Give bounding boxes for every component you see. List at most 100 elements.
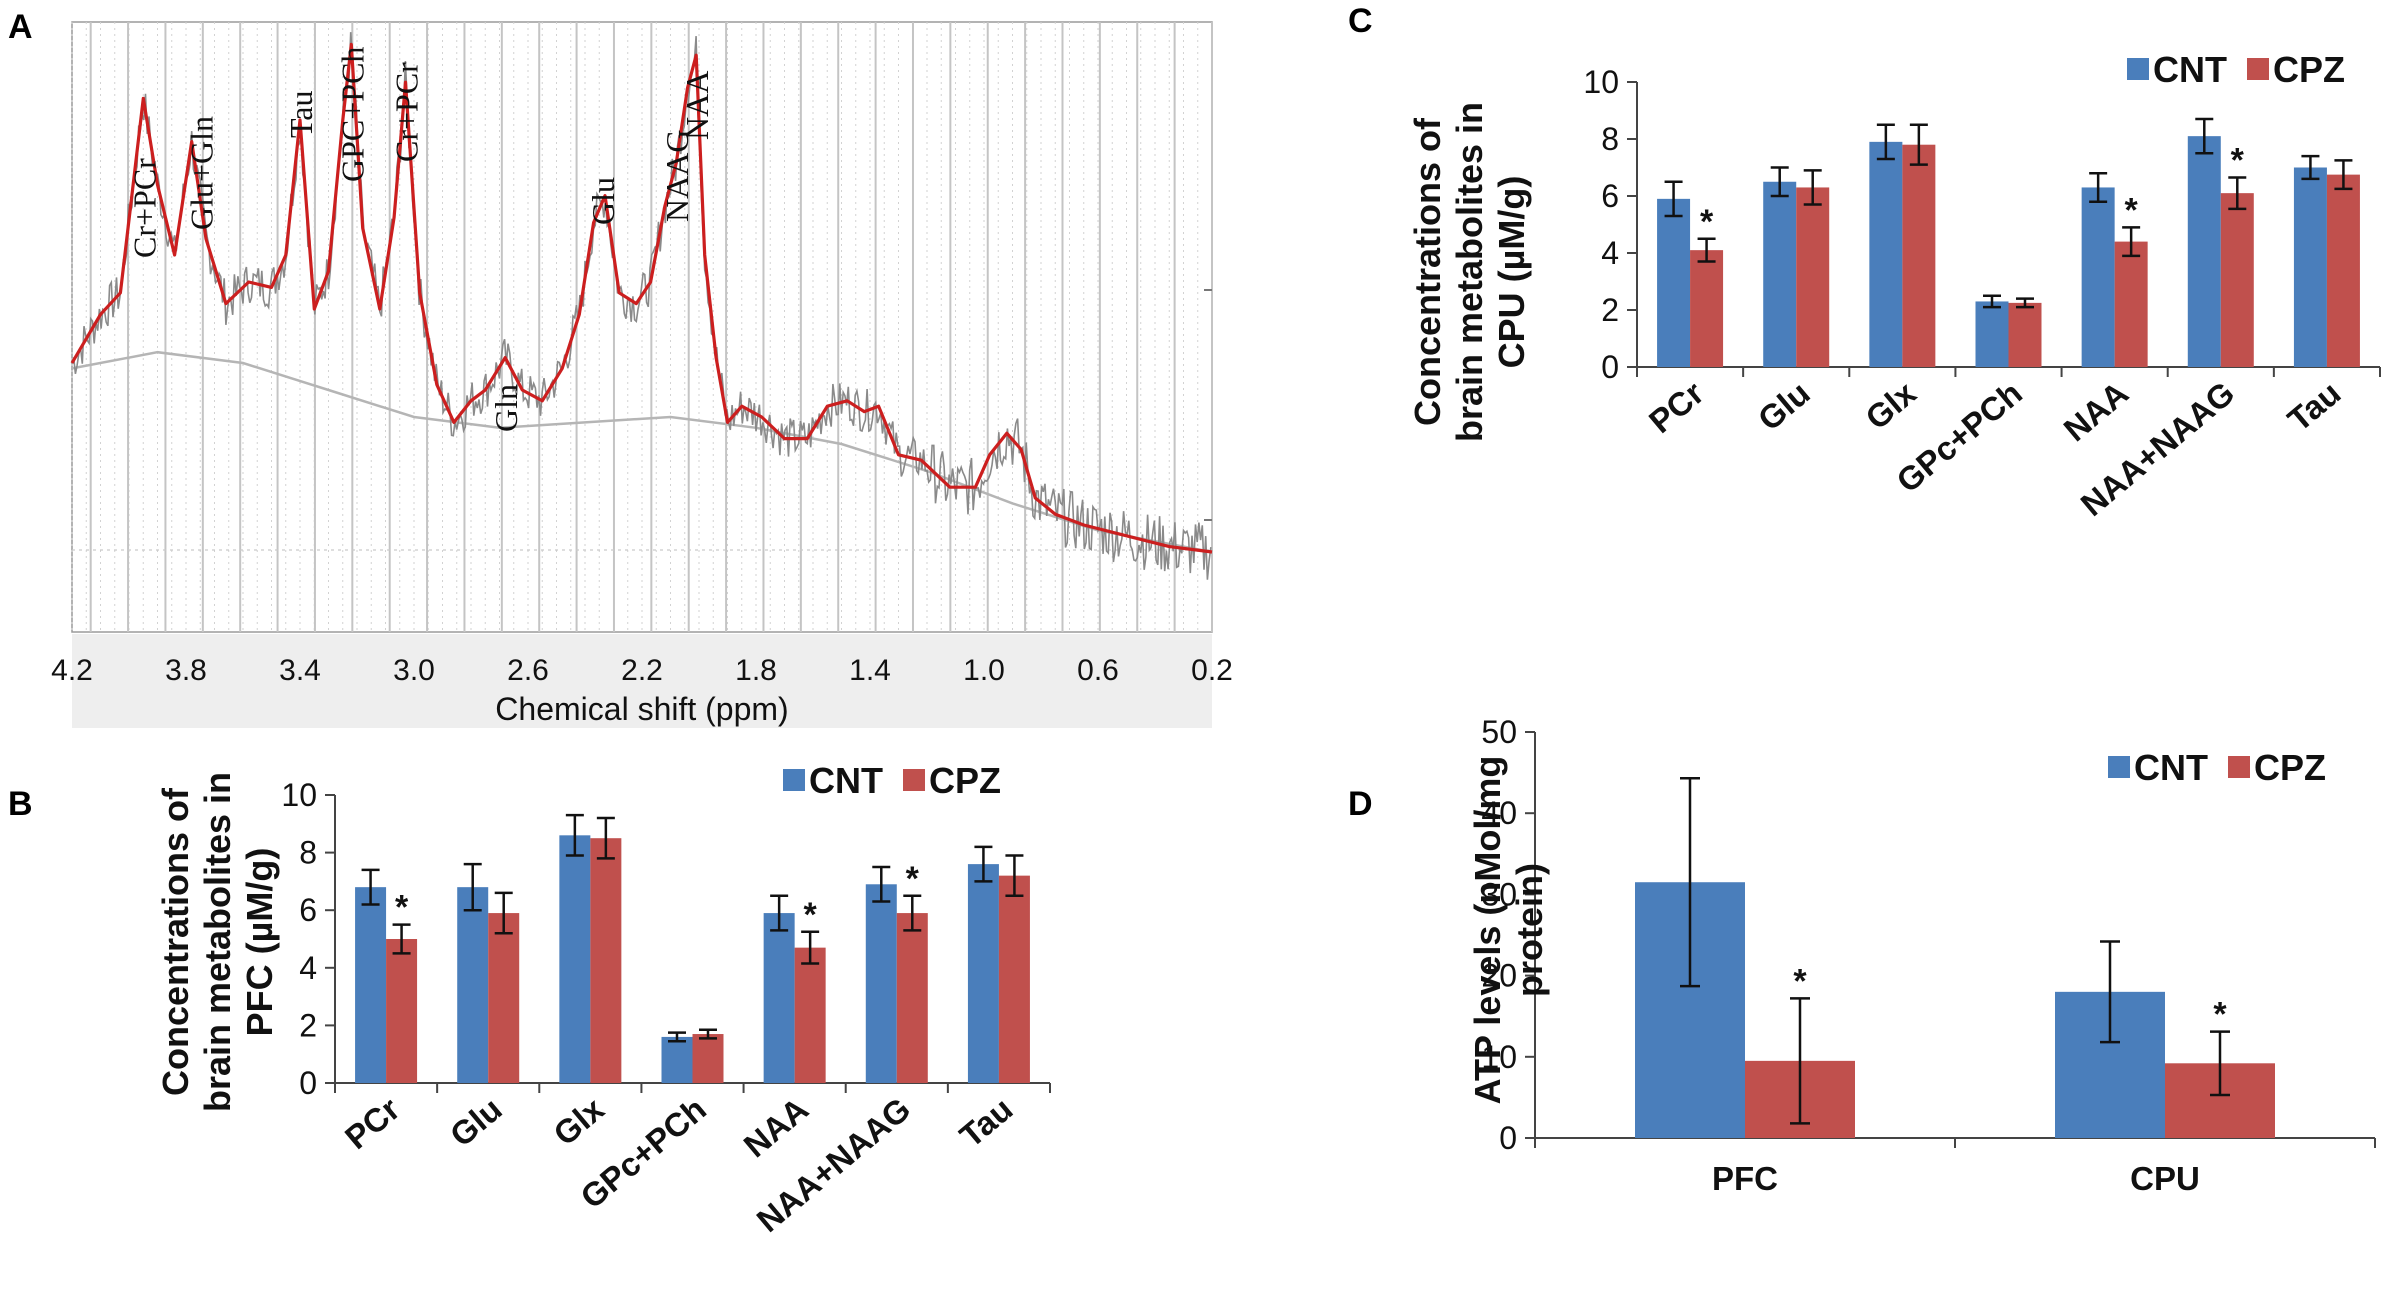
x-category-label: Glu bbox=[443, 1090, 509, 1154]
y-axis-title-line: brain metabolites in bbox=[197, 772, 238, 1112]
y-axis-title-line: Concentrations of bbox=[155, 787, 196, 1096]
legend-label-cpz: CPZ bbox=[2273, 49, 2345, 90]
y-tick-label: 50 bbox=[1481, 714, 1517, 750]
peak-label: Gln bbox=[488, 384, 524, 432]
bar-cpz bbox=[794, 947, 826, 1083]
y-tick-label: 8 bbox=[299, 835, 317, 871]
bar-cnt bbox=[559, 835, 591, 1083]
bar-cnt bbox=[457, 887, 489, 1083]
bar-cpz bbox=[488, 913, 520, 1083]
bar-cnt bbox=[1763, 181, 1797, 367]
bar-cnt bbox=[1975, 301, 2009, 367]
peak-label: GPC+PCh bbox=[334, 47, 370, 182]
significance-marker: * bbox=[2125, 191, 2139, 229]
y-tick-label: 4 bbox=[299, 950, 317, 986]
legend-swatch-cnt bbox=[2108, 756, 2130, 778]
spectrum-x-tick-label: 3.0 bbox=[393, 654, 435, 687]
legend-swatch-cpz bbox=[903, 769, 925, 791]
legend-label-cnt: CNT bbox=[2153, 49, 2227, 90]
spectrum-fit-line bbox=[70, 42, 1213, 554]
bar-cnt bbox=[2081, 187, 2115, 367]
y-axis-title-line: protein) bbox=[1509, 863, 1550, 997]
spectrum-baseline-line bbox=[71, 350, 1213, 554]
panel-letter: C bbox=[1348, 2, 1373, 40]
bar-cnt bbox=[1869, 141, 1903, 367]
bar-cpz bbox=[386, 939, 418, 1083]
y-tick-label: 6 bbox=[1601, 178, 1619, 214]
x-category-label: Tau bbox=[953, 1090, 1020, 1154]
panel-a-spectrum: A Cr+PCr Glu+Gln Tau GPC+PCh Cr+PCr Gln Glu NAAG… bbox=[8, 8, 1233, 728]
x-category-label: NAA bbox=[737, 1090, 816, 1164]
bar-cpz bbox=[2326, 174, 2360, 367]
y-tick-label: 0 bbox=[1601, 349, 1619, 385]
significance-marker: * bbox=[2231, 141, 2245, 179]
bar-cnt bbox=[1657, 198, 1691, 367]
x-category-label: CPU bbox=[2130, 1160, 2200, 1197]
y-tick-label: 2 bbox=[1601, 292, 1619, 328]
y-axis-title-line: brain metabolites in bbox=[1449, 102, 1490, 442]
legend-swatch-cnt bbox=[2127, 58, 2149, 80]
y-tick-label: 10 bbox=[1481, 1039, 1517, 1075]
bar-cpz bbox=[1690, 250, 1724, 367]
y-axis-title-line: ATP levels (nMol/mg bbox=[1467, 756, 1508, 1105]
panel-letter: D bbox=[1348, 785, 1373, 823]
bar-cpz bbox=[590, 838, 622, 1083]
x-category-label: Tau bbox=[2281, 374, 2348, 438]
y-tick-label: 0 bbox=[299, 1065, 317, 1101]
peak-label: Glu bbox=[585, 177, 621, 225]
bar-cnt bbox=[2187, 136, 2221, 367]
significance-marker: * bbox=[804, 896, 818, 934]
spectrum-x-tick-label: 4.2 bbox=[51, 654, 93, 687]
x-category-label: PCr bbox=[338, 1090, 407, 1156]
bar-cnt bbox=[355, 887, 387, 1083]
spectrum-x-tick-label: 0.6 bbox=[1077, 654, 1119, 687]
panel-letter: B bbox=[8, 785, 33, 823]
y-tick-label: 0 bbox=[1499, 1120, 1517, 1156]
y-axis-title-line: Concentrations of bbox=[1407, 117, 1448, 426]
bar-cnt bbox=[763, 913, 795, 1083]
spectrum-x-tick-label: 3.4 bbox=[279, 654, 321, 687]
x-category-label: Glu bbox=[1751, 374, 1817, 438]
y-tick-label: 10 bbox=[281, 777, 317, 813]
y-tick-label: 6 bbox=[299, 892, 317, 928]
y-tick-label: 10 bbox=[1583, 64, 1619, 100]
x-category-label: PFC bbox=[1712, 1160, 1778, 1197]
bar-cnt bbox=[967, 864, 999, 1083]
peak-label: Glu+Gln bbox=[183, 116, 219, 230]
spectrum-x-tick-label: 0.2 bbox=[1191, 654, 1233, 687]
spectrum-x-axis-title: Chemical shift (ppm) bbox=[495, 691, 788, 727]
peak-label: NAA bbox=[679, 71, 715, 140]
spectrum-x-tick-label: 1.8 bbox=[735, 654, 777, 687]
legend-label-cpz: CPZ bbox=[2254, 747, 2326, 788]
significance-marker: * bbox=[906, 860, 920, 898]
panel-d-atp-bar-chart: D 0 10 20 30 40 50 * PFC * CPU CNT CPZ ATP levels (nM… bbox=[1348, 714, 2376, 1197]
y-tick-label: 40 bbox=[1481, 795, 1517, 831]
bar-cnt bbox=[865, 884, 897, 1083]
bar-cpz bbox=[1902, 144, 1936, 367]
legend-swatch-cpz bbox=[2247, 58, 2269, 80]
bar-cpz bbox=[692, 1034, 724, 1083]
x-category-label: Glx bbox=[546, 1090, 611, 1153]
y-axis-title-line: CPU (µM/g) bbox=[1491, 176, 1532, 369]
legend-label-cnt: CNT bbox=[809, 760, 883, 801]
significance-marker: * bbox=[2213, 996, 2227, 1034]
bar-cpz bbox=[896, 913, 928, 1083]
spectrum-x-tick-label: 1.4 bbox=[849, 654, 891, 687]
peak-label: Cr+PCr bbox=[126, 158, 162, 258]
spectrum-x-tick-label: 1.0 bbox=[963, 654, 1005, 687]
y-axis-title-line: PFC (µM/g) bbox=[239, 848, 280, 1037]
x-category-label: Glx bbox=[1858, 374, 1923, 437]
bar-cpz bbox=[2114, 241, 2148, 367]
spectrum-x-tick-label: 2.6 bbox=[507, 654, 549, 687]
y-tick-label: 30 bbox=[1481, 876, 1517, 912]
y-tick-label: 2 bbox=[299, 1007, 317, 1043]
bar-cpz bbox=[2008, 302, 2042, 367]
peak-label: Tau bbox=[283, 90, 319, 138]
y-tick-label: 8 bbox=[1601, 121, 1619, 157]
bar-cpz bbox=[998, 875, 1030, 1083]
bar-cpz bbox=[1796, 187, 1830, 367]
peak-label: NAAG bbox=[659, 130, 695, 222]
